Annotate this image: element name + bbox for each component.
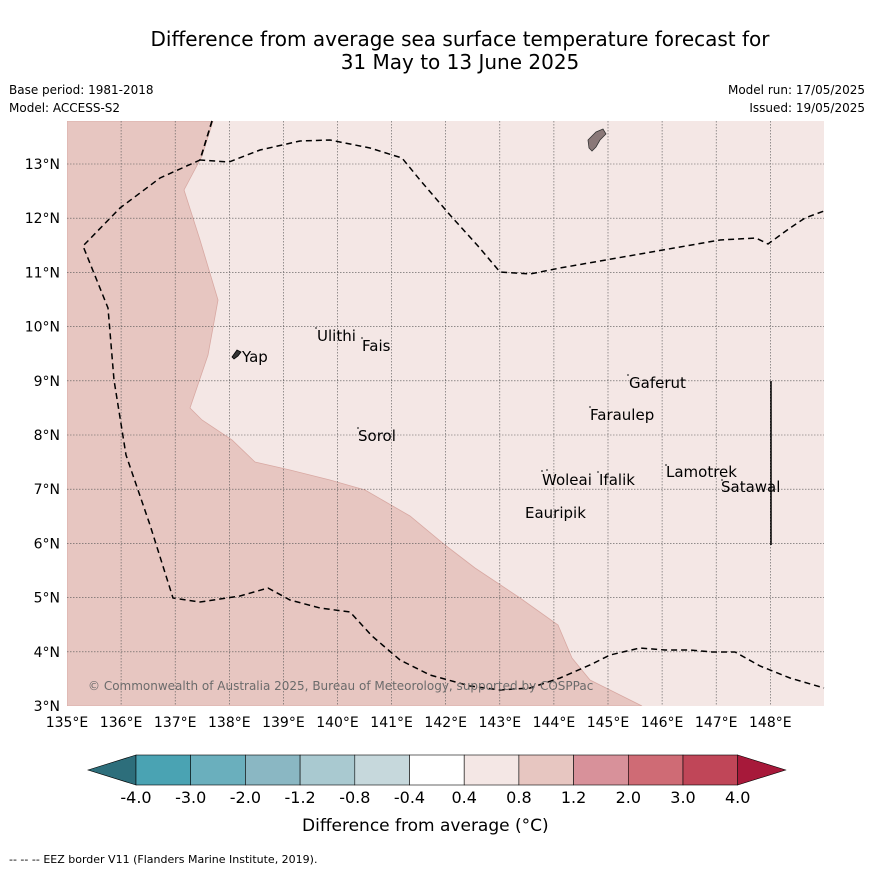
colorbar-swatch — [682, 754, 739, 786]
colorbar — [86, 754, 787, 786]
lon-tick-label: 138°E — [208, 715, 251, 731]
lat-tick-label: 13°N — [25, 157, 60, 173]
lat-tick-label: 8°N — [34, 428, 60, 444]
lon-tick-label: 136°E — [100, 715, 143, 731]
anomaly-region-high — [67, 121, 643, 706]
meta-left: Base period: 1981-2018 Model: ACCESS-S2 — [9, 81, 154, 117]
footer-legend: -- -- -- EEZ border V11 (Flanders Marine… — [9, 853, 317, 866]
lon-tick-label: 145°E — [587, 715, 630, 731]
meta-right: Model run: 17/05/2025 Issued: 19/05/2025 — [728, 81, 865, 117]
lon-tick-label: 135°E — [46, 715, 89, 731]
lon-tick-label: 143°E — [479, 715, 522, 731]
colorbar-tick-label: -0.8 — [339, 788, 370, 807]
atoll-markers — [315, 327, 723, 481]
map-title: Difference from average sea surface temp… — [0, 28, 873, 74]
lon-tick-label: 142°E — [424, 715, 467, 731]
colorbar-tick-label: -2.0 — [230, 788, 261, 807]
colorbar-swatch — [573, 754, 629, 786]
place-label-gaferut: Gaferut — [629, 374, 686, 392]
colorbar-swatch — [354, 754, 410, 786]
lon-tick-label: 140°E — [316, 715, 359, 731]
place-label-lamotrek: Lamotrek — [666, 463, 737, 481]
colorbar-labels: -4.0 -3.0 -2.0 -1.2 -0.8 -0.4 0.4 0.8 1.2 2.0 3.0 4… — [120, 788, 750, 807]
copyright-text: © Commonwealth of Australia 2025, Bureau… — [88, 679, 593, 693]
colorbar-swatch — [299, 754, 356, 786]
guam-island — [587, 128, 607, 152]
longitude-labels: 135°E 136°E 137°E 138°E 139°E 140°E 141°E 142°E… — [46, 715, 792, 731]
lat-tick-label: 10°N — [25, 320, 60, 336]
colorbar-tick-label: -3.0 — [175, 788, 206, 807]
model-name: Model: ACCESS-S2 — [9, 101, 121, 115]
place-label-ulithi: Ulithi — [317, 327, 356, 345]
eez-legend-symbol: -- -- -- — [9, 853, 40, 866]
place-label-satawal: Satawal — [721, 478, 780, 496]
lat-tick-label: 6°N — [34, 536, 60, 552]
colorbar-tick-label: 4.0 — [725, 788, 750, 807]
colorbar-tick-label: 3.0 — [670, 788, 695, 807]
colorbar-tick-label: -0.4 — [394, 788, 425, 807]
place-label-faraulep: Faraulep — [590, 406, 654, 424]
colorbar-swatch — [190, 754, 246, 786]
colorbar-tick-label: -4.0 — [120, 788, 151, 807]
graticule — [67, 121, 824, 706]
lat-tick-label: 5°N — [34, 591, 60, 607]
lon-tick-label: 147°E — [695, 715, 738, 731]
place-label-woleai: Woleai — [542, 471, 592, 489]
lon-tick-label: 144°E — [533, 715, 576, 731]
colorbar-tick-label: 1.2 — [561, 788, 586, 807]
place-labels: Yap Ulithi Fais Gaferut Faraulep Sorol W… — [241, 327, 780, 522]
latitude-labels: 3°N 4°N 5°N 6°N 7°N 8°N 9°N 10°N 11°N 12°N 13°N — [25, 157, 60, 715]
colorbar-tick-label: 2.0 — [616, 788, 641, 807]
place-label-yap: Yap — [241, 348, 268, 366]
place-label-sorol: Sorol — [358, 427, 396, 445]
colorbar-swatch — [518, 754, 574, 786]
lat-tick-label: 7°N — [34, 482, 60, 498]
lon-tick-label: 146°E — [641, 715, 684, 731]
lon-tick-label: 148°E — [749, 715, 792, 731]
yap-island — [231, 349, 242, 360]
place-label-fais: Fais — [362, 337, 391, 355]
title-line-1: Difference from average sea surface temp… — [150, 27, 770, 51]
lon-tick-label: 139°E — [262, 715, 305, 731]
colorbar-tick-label: 0.4 — [451, 788, 476, 807]
lat-tick-label: 4°N — [34, 645, 60, 661]
colorbar-tick-label: 0.8 — [506, 788, 531, 807]
colorbar-swatch — [135, 754, 192, 786]
lat-tick-label: 9°N — [34, 374, 60, 390]
model-run: Model run: 17/05/2025 — [727, 83, 865, 97]
issued-date: Issued: 19/05/2025 — [749, 101, 865, 115]
colorbar-extend-low — [86, 754, 137, 786]
lat-tick-label: 11°N — [25, 265, 60, 281]
place-label-ifalik: Ifalik — [599, 471, 635, 489]
eez-border-north — [199, 120, 825, 275]
colorbar-extend-high — [737, 754, 787, 786]
colorbar-swatch — [463, 754, 520, 786]
eez-borders — [82, 120, 825, 691]
base-period: Base period: 1981-2018 — [9, 83, 154, 97]
colorbar-swatch — [409, 754, 465, 786]
lon-tick-label: 141°E — [370, 715, 413, 731]
lon-tick-label: 137°E — [154, 715, 197, 731]
eez-border-yap-west — [82, 120, 825, 691]
colorbar-tick-label: -1.2 — [284, 788, 315, 807]
place-label-eauripik: Eauripik — [525, 504, 586, 522]
colorbar-swatch — [627, 754, 684, 786]
title-line-2: 31 May to 13 June 2025 — [340, 50, 580, 74]
colorbar-swatch — [245, 754, 301, 786]
lat-tick-label: 3°N — [34, 699, 60, 715]
colorbar-title: Difference from average (°C) — [302, 816, 549, 836]
lat-tick-label: 12°N — [25, 211, 60, 227]
eez-legend-text: EEZ border V11 (Flanders Marine Institut… — [43, 853, 318, 866]
